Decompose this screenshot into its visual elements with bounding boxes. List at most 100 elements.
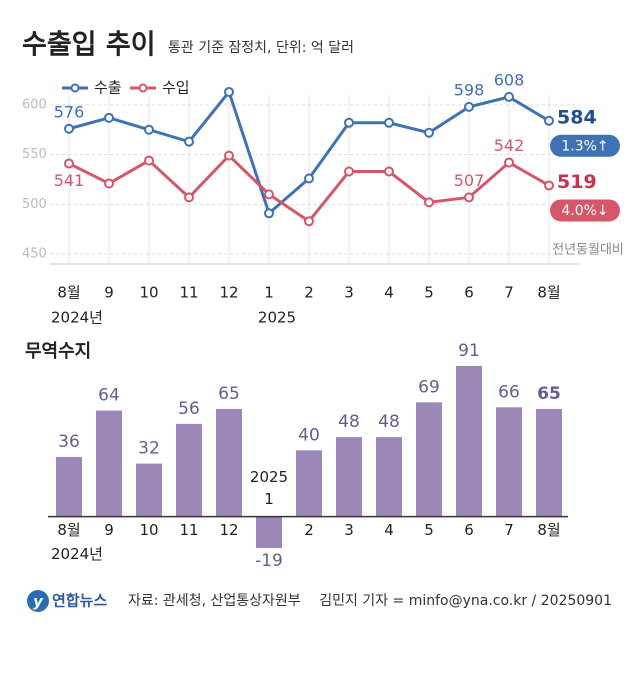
y-tick-label: 600 xyxy=(22,97,47,112)
chart-title: 수출입 추이 xyxy=(22,30,156,61)
logo-text: 연합뉴스 xyxy=(52,592,107,610)
x-tick-label: 8월 xyxy=(57,521,80,539)
x-sublabel: 2024년 xyxy=(51,309,103,327)
x-tick-label: 5 xyxy=(424,521,434,539)
value-label: 65 xyxy=(218,384,240,404)
point xyxy=(424,197,434,208)
change-label: 1.3%↑ xyxy=(561,138,608,154)
x-tick-label: 3 xyxy=(344,284,354,302)
bar-chart-title: 무역수지 xyxy=(25,341,91,362)
bar xyxy=(376,437,402,517)
bar xyxy=(336,437,362,517)
legend-marker xyxy=(70,83,80,93)
value-label: 32 xyxy=(138,439,160,459)
x-tick-label: 6 xyxy=(464,521,474,539)
point xyxy=(264,208,274,219)
bar xyxy=(456,365,482,517)
point xyxy=(144,124,154,135)
x-tick-label: 11 xyxy=(179,284,198,302)
bar xyxy=(296,450,322,517)
point xyxy=(344,117,354,128)
bar xyxy=(416,402,442,517)
x-tick-label: 1 xyxy=(264,284,274,302)
bar xyxy=(176,423,202,517)
point xyxy=(464,101,474,112)
point xyxy=(544,115,554,126)
value-label: 541 xyxy=(54,171,85,190)
y-tick-label: 450 xyxy=(22,247,47,262)
value-label: 64 xyxy=(98,386,120,406)
source: 자료: 관세청, 산업통상자원부 xyxy=(128,593,301,609)
point xyxy=(304,173,314,184)
x-tick-label: 7 xyxy=(504,521,514,539)
point xyxy=(344,166,354,177)
x-tick-label: 8월 xyxy=(57,284,80,302)
point xyxy=(64,123,74,134)
point xyxy=(544,180,554,191)
point xyxy=(64,158,74,169)
value-label: 36 xyxy=(58,432,80,452)
value-label: 48 xyxy=(378,412,400,432)
value-label: 91 xyxy=(458,341,480,361)
bar xyxy=(216,408,242,517)
value-label: 66 xyxy=(498,382,520,402)
point xyxy=(104,178,114,189)
logo-glyph: y xyxy=(33,593,44,611)
x-tick-label: 12 xyxy=(219,284,238,302)
x-tick-label: 8월 xyxy=(537,284,560,302)
change-label: 4.0%↓ xyxy=(561,203,608,219)
value-label: 542 xyxy=(494,136,525,155)
x-sublabel: 2024년 xyxy=(51,545,103,563)
value-label: 507 xyxy=(454,171,485,190)
x-tick-label: 9 xyxy=(104,284,114,302)
x-tick-label: 10 xyxy=(139,521,158,539)
value-label: 584 xyxy=(557,106,597,128)
change-note: 전년동월대비 xyxy=(552,243,624,258)
point xyxy=(464,192,474,203)
value-label: 519 xyxy=(557,171,597,193)
x-tick-label: 10 xyxy=(139,284,158,302)
value-label: 576 xyxy=(54,102,85,121)
x-tick-label: 2 xyxy=(304,521,314,539)
point xyxy=(224,150,234,161)
legend-label: 수출 xyxy=(94,79,122,97)
point xyxy=(504,91,514,102)
x-tick-label: 4 xyxy=(384,284,394,302)
value-label: 608 xyxy=(494,70,525,89)
bar xyxy=(136,463,162,517)
value-label: 69 xyxy=(418,377,440,397)
x-tick-label: 4 xyxy=(384,521,394,539)
point xyxy=(384,166,394,177)
change-badge xyxy=(550,134,620,157)
bar xyxy=(96,410,122,517)
bar xyxy=(256,516,282,549)
x-tick-label: 6 xyxy=(464,284,474,302)
point xyxy=(184,192,194,203)
x-tick-label: 3 xyxy=(344,521,354,539)
x-tick-label: 12 xyxy=(219,521,238,539)
change-badge xyxy=(550,199,620,222)
point xyxy=(424,127,434,138)
x-tick-label: 8월 xyxy=(537,521,560,539)
point xyxy=(304,216,314,227)
x-tick-label: 5 xyxy=(424,284,434,302)
value-label: 40 xyxy=(298,425,320,445)
y-tick-label: 500 xyxy=(22,197,47,212)
value-label: 56 xyxy=(178,399,200,419)
legend-label: 수입 xyxy=(162,79,190,97)
x-sublabel: 2025 xyxy=(258,309,296,327)
legend-marker xyxy=(138,83,148,93)
x-sublabel: 2025 xyxy=(250,468,288,486)
x-tick-label: 2 xyxy=(304,284,314,302)
x-tick-label: 11 xyxy=(179,521,198,539)
value-label: 598 xyxy=(454,80,485,99)
credit: 김민지 기자 = minfo@yna.co.kr / 20250901 xyxy=(319,593,612,609)
chart-subtitle: 통관 기준 잠정치, 단위: 억 달러 xyxy=(168,40,354,56)
value-label: 48 xyxy=(338,412,360,432)
logo-mark xyxy=(27,590,49,612)
x-tick-label: 7 xyxy=(504,284,514,302)
value-label: 65 xyxy=(537,384,561,404)
bar xyxy=(56,456,82,517)
point xyxy=(384,117,394,128)
